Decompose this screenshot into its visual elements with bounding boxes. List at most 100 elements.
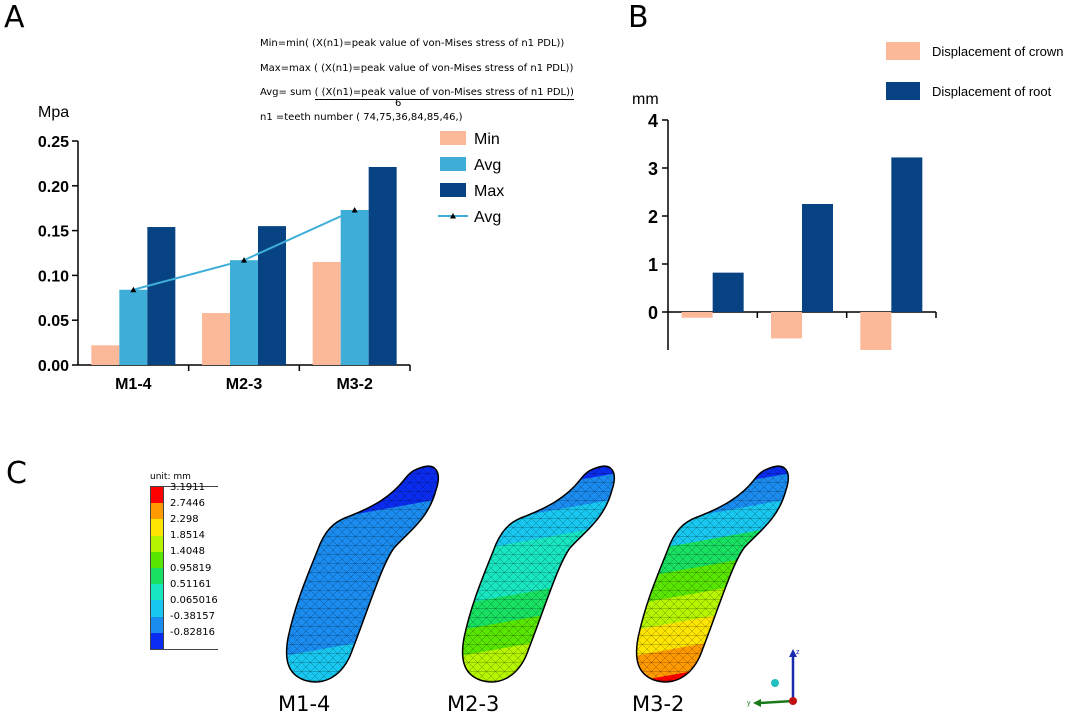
- contour-band: [462, 466, 615, 505]
- contour-legend-row: 0.95819: [150, 563, 218, 585]
- legend-swatch-min: [440, 131, 466, 145]
- bar-avg: [119, 289, 148, 365]
- y-tick-label: 0: [648, 303, 658, 323]
- x-tick-label: M3-2: [336, 376, 373, 393]
- tooth-bands: [286, 466, 439, 682]
- formula-avg: Avg= sum ( (X(n1)=peak value of von-Mise…: [260, 87, 574, 100]
- contour-legend-swatch: [150, 519, 164, 536]
- legend-swatch-root: [886, 82, 920, 100]
- legend-label: Displacement of crown: [932, 44, 1064, 59]
- contour-band: [286, 466, 439, 505]
- y-tick-label: 1: [648, 255, 658, 275]
- contour-legend-value: 1.8514: [170, 530, 205, 542]
- contour-legend-row: 2.298: [150, 514, 218, 536]
- formula-avg-numerator: ( (X(n1)=peak value of von-Mises stress …: [314, 87, 574, 100]
- z-axis-arrowhead: [789, 649, 797, 657]
- y-tick-label: 4: [648, 111, 658, 131]
- tooth-outline: [285, 465, 440, 683]
- axis-triad: z y: [747, 649, 800, 707]
- y-axis-title: Mpa: [38, 104, 69, 121]
- contour-legend-value: 0.065016: [170, 594, 218, 606]
- contour-legend-swatch: [150, 567, 164, 585]
- x-tick-label: M1-4: [115, 376, 152, 393]
- contour-legend-value: 1.4048: [170, 546, 205, 558]
- formula-avg-denominator: 6: [395, 98, 402, 109]
- bar-avg: [340, 209, 369, 365]
- chart-b: mm-101234M1-4M2-3M3-2Displacement of cro…: [632, 42, 1064, 350]
- tooth-bands: [462, 466, 615, 682]
- tooth-1: [461, 465, 616, 683]
- avg-line-marker: [130, 286, 137, 293]
- contour-legend-row: 0.51161: [150, 579, 218, 601]
- bar-max: [147, 227, 176, 365]
- tooth-label-m2-3: M2-3: [447, 692, 500, 716]
- x-tick-label: M2-3: [226, 376, 263, 393]
- contour-legend-row: 2.7446: [150, 498, 218, 520]
- contour-legend-value: 0.95819: [170, 562, 212, 574]
- bar-crown: [860, 312, 892, 350]
- bar-max: [368, 166, 397, 365]
- contour-legend-value: 3.1911: [170, 481, 205, 493]
- formula-avg-prefix: Avg= sum: [260, 87, 312, 98]
- bar-root: [802, 204, 833, 312]
- y-tick-label: 0.10: [38, 268, 69, 285]
- tooth-0: [285, 465, 440, 683]
- avg-line-marker: [351, 206, 358, 213]
- legend-label: Avg: [474, 157, 501, 174]
- contour-legend-row: 3.1911: [150, 482, 218, 504]
- tooth-label-m1-4: M1-4: [278, 692, 331, 716]
- legend-swatch-marker: [450, 213, 456, 219]
- tooth-outline: [461, 465, 616, 683]
- contour-legend-swatch: [150, 551, 164, 568]
- y-tick-label: 3: [648, 159, 658, 179]
- x-axis-dot: [789, 697, 797, 705]
- contour-legend-row: 1.4048: [150, 546, 218, 568]
- y-tick-label: 0.05: [38, 313, 69, 330]
- panel-label-c: C: [6, 456, 27, 491]
- panel-label-b: B: [628, 0, 649, 35]
- legend-swatch-max: [440, 183, 466, 197]
- contour-band: [636, 466, 789, 505]
- teeth-contour-plots: [285, 465, 790, 683]
- formula-n1: n1 =teeth number ( 74,75,36,84,85,46,): [260, 112, 463, 123]
- contour-legend-value: 0.51161: [170, 578, 212, 590]
- bar-crown: [771, 312, 802, 339]
- contour-legend-row: -0.82816: [150, 627, 218, 649]
- y-tick-label: 0.15: [38, 224, 69, 241]
- bar-min: [91, 345, 120, 365]
- y-axis-title: mm: [632, 91, 659, 108]
- y-tick-label: 2: [648, 207, 658, 227]
- legend-label: Avg: [474, 209, 501, 226]
- mesh-overlay: [286, 466, 439, 682]
- contour-legend-row: -0.38157: [150, 611, 218, 633]
- formula-max: Max=max ( (X(n1)=peak value of von-Mises…: [260, 63, 574, 74]
- y-tick-label: 0.20: [38, 179, 69, 196]
- contour-legend-row: 1.8514: [150, 530, 218, 552]
- y-tick-label: 0.00: [38, 358, 69, 375]
- contour-legend-value: -0.82816: [170, 627, 215, 639]
- legend-label: Min: [474, 131, 500, 148]
- bar-root: [712, 272, 744, 312]
- bar-avg: [230, 260, 258, 365]
- y-tick-label: 0.25: [38, 134, 69, 151]
- legend-swatch-avg: [440, 157, 466, 171]
- contour-unit-label: unit: mm: [150, 472, 191, 482]
- contour-legend-swatch: [150, 600, 164, 617]
- y-axis-arrowhead: [753, 699, 761, 707]
- contour-legend-swatch: [150, 503, 164, 520]
- bar-root: [891, 157, 923, 312]
- bar-min: [202, 313, 230, 365]
- formula-min: Min=min( (X(n1)=peak value of von-Mises …: [260, 38, 565, 49]
- contour-legend-swatch: [150, 584, 164, 601]
- panel-label-a: A: [4, 0, 25, 35]
- avg-line-marker: [241, 257, 247, 263]
- legend-label: Max: [474, 183, 504, 200]
- contour-legend-swatch: [150, 535, 164, 552]
- contour-legend: unit: mm 3.1911 2.7446 2.298 1.8514 1.4048 0.…: [150, 472, 218, 654]
- bar-crown: [681, 312, 713, 318]
- sphere-marker: [771, 679, 779, 687]
- contour-legend-value: 2.7446: [170, 497, 205, 509]
- mesh-overlay: [462, 466, 615, 682]
- tooth-label-m3-2: M3-2: [632, 692, 685, 716]
- contour-legend-value: -0.38157: [170, 611, 215, 623]
